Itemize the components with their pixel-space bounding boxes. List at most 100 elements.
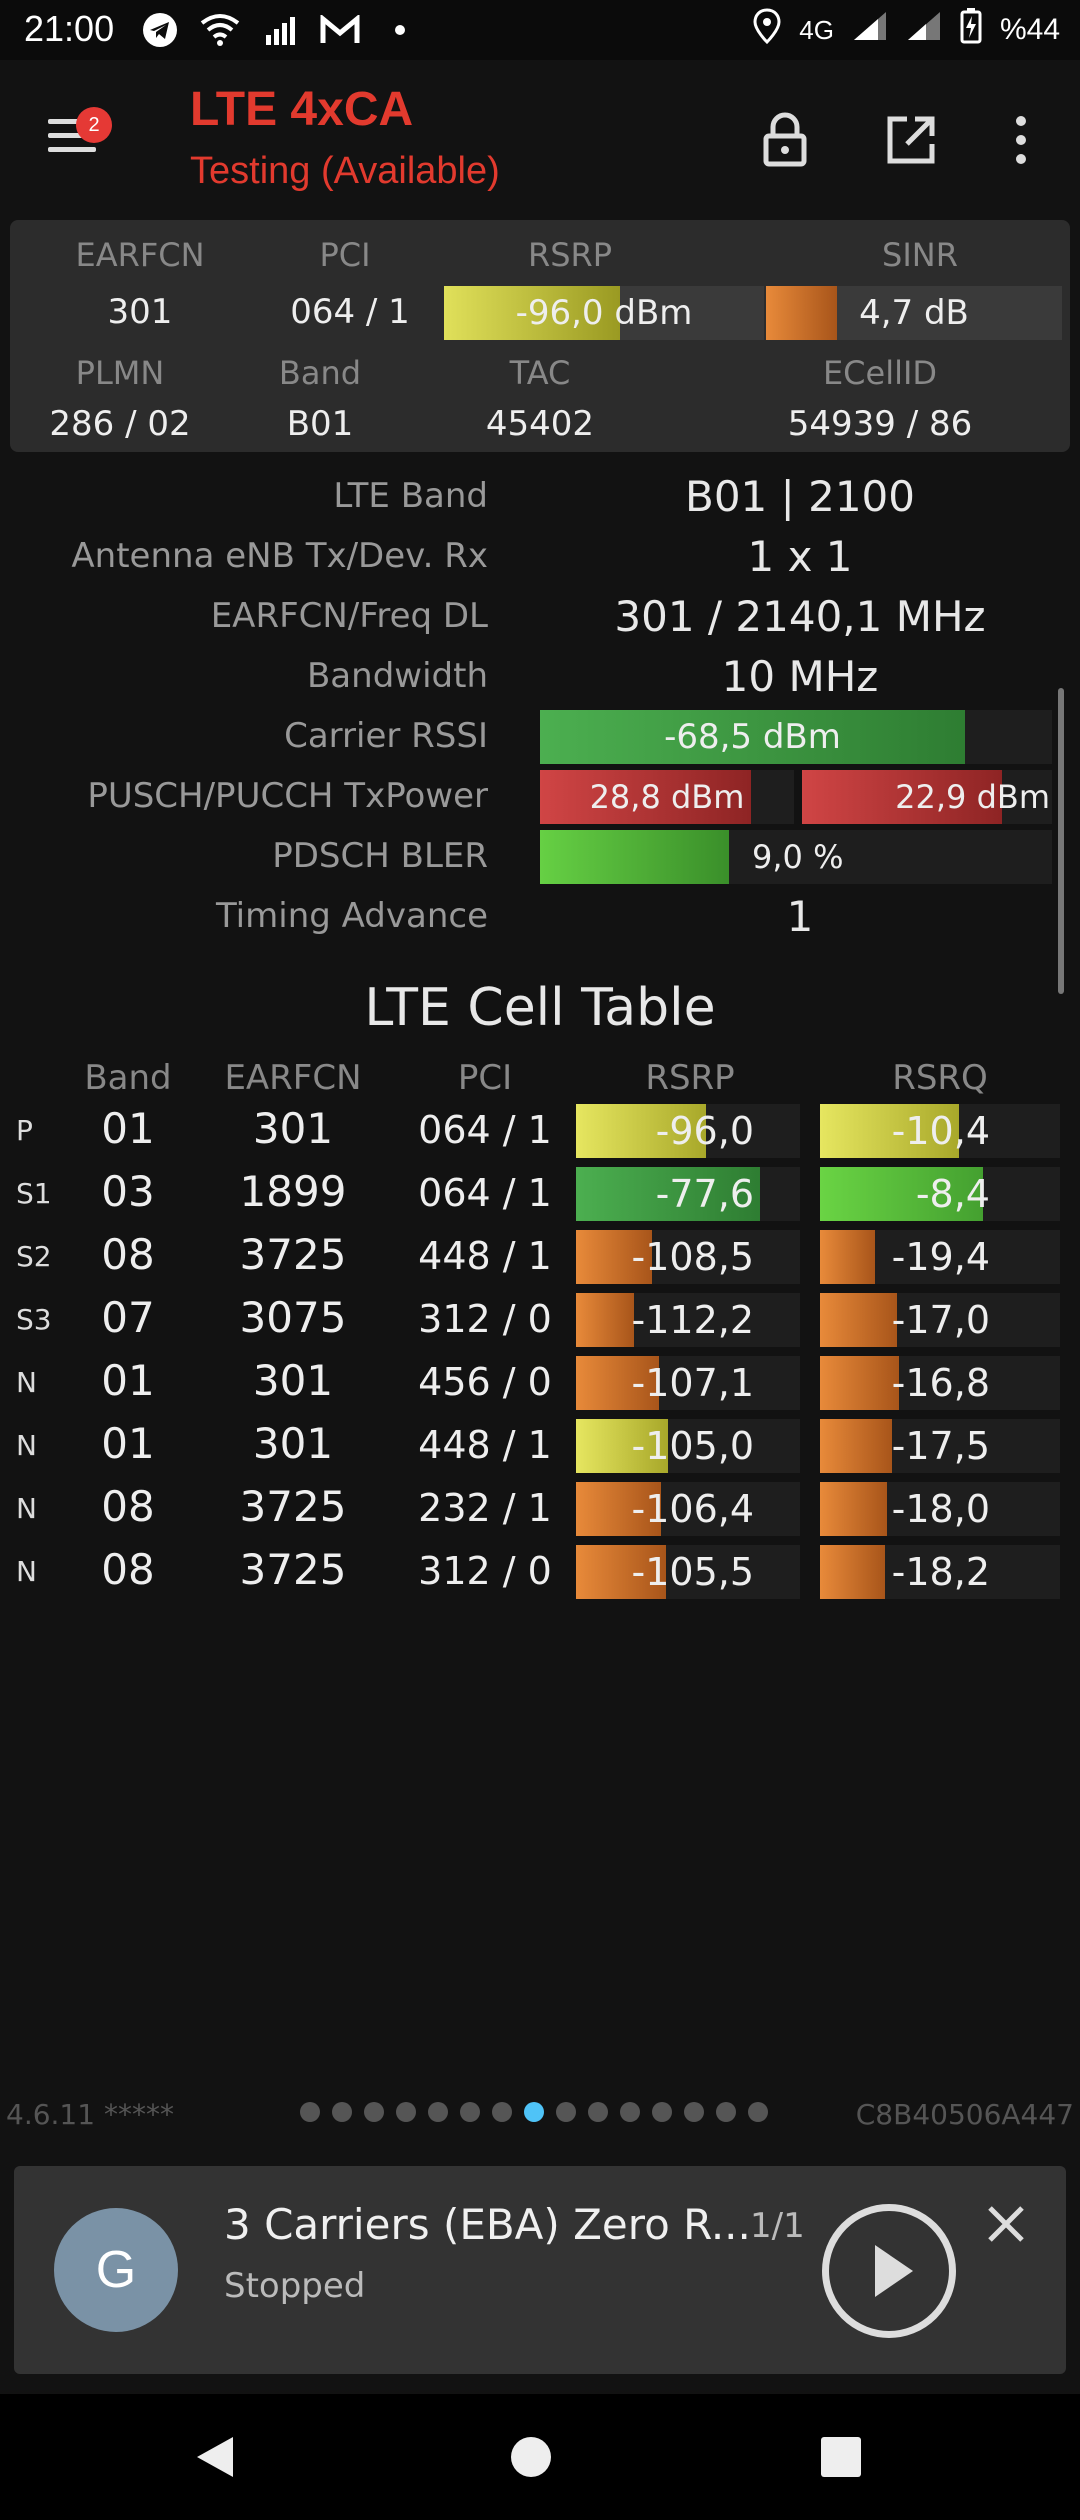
page-dot[interactable] — [300, 2102, 320, 2122]
cell-pci: 456 / 0 — [418, 1360, 552, 1404]
cell-pci: 448 / 1 — [418, 1234, 552, 1278]
network-type: 4G — [799, 14, 834, 45]
page-dot[interactable] — [620, 2102, 640, 2122]
timing-advance-value: 1 — [786, 892, 814, 941]
cell-earfcn: 3725 — [239, 1230, 347, 1279]
earfcn-freq-label: EARFCN/Freq DL — [210, 596, 488, 636]
lte-band-value: B01 | 2100 — [685, 472, 915, 521]
cell-rsrp-meter: -112,2 — [576, 1293, 800, 1347]
close-button[interactable] — [978, 2196, 1034, 2252]
cell-rsrq-meter: -19,4 — [820, 1230, 1060, 1284]
cell-rsrp-meter-fill — [576, 1293, 635, 1347]
more-options-button[interactable] — [986, 105, 1056, 175]
cell-rsrq-meter-fill — [820, 1230, 876, 1284]
table-row: S3 07 3075 312 / 0 -112,2 -17,0 — [0, 1289, 1080, 1351]
bler-meter-fill — [540, 830, 730, 884]
cell-table-title: LTE Cell Table — [364, 978, 716, 1038]
page-dot[interactable] — [396, 2102, 416, 2122]
cell-earfcn: 3725 — [239, 1545, 347, 1594]
page-dot[interactable] — [652, 2102, 672, 2122]
cell-rsrq-value: -17,5 — [891, 1424, 990, 1468]
close-icon — [988, 2206, 1024, 2242]
pucch-power-meter-fill — [802, 770, 1002, 824]
page-dot[interactable] — [588, 2102, 608, 2122]
rsrp-value: -96,0 dBm — [515, 293, 693, 333]
app-version: 4.6.11 ***** — [6, 2098, 174, 2131]
player-count: 1/1 — [750, 2206, 805, 2246]
sinr-meter: 4,7 dB — [766, 286, 1062, 340]
tac-label: TAC — [509, 354, 571, 392]
header-rsrp: RSRP — [645, 1058, 735, 1098]
page-dot[interactable] — [684, 2102, 704, 2122]
band-value: B01 — [286, 404, 354, 444]
play-icon — [875, 2245, 913, 2297]
earfcn-value: 301 — [107, 292, 173, 332]
table-row: S1 03 1899 064 / 1 -77,6 -8,4 — [0, 1163, 1080, 1225]
cell-rsrq-meter: -18,0 — [820, 1482, 1060, 1536]
cell-rsrp-meter: -77,6 — [576, 1167, 800, 1221]
carrier-rssi-meter-fill — [540, 710, 965, 764]
page-title: LTE 4xCA — [190, 83, 414, 136]
battery-icon — [960, 8, 982, 52]
bler-value: 9,0 % — [752, 838, 844, 876]
cell-band: 08 — [101, 1545, 155, 1594]
lock-button[interactable] — [750, 105, 820, 175]
page-dot[interactable] — [332, 2102, 352, 2122]
page-dot[interactable] — [460, 2102, 480, 2122]
cell-rsrp-meter-fill — [576, 1167, 760, 1221]
detail-row-bandwidth: Bandwidth 10 MHz — [0, 648, 1080, 708]
page-dot[interactable] — [748, 2102, 768, 2122]
cell-rsrq-meter-fill — [820, 1419, 892, 1473]
sinr-meter-fill — [766, 286, 838, 340]
cell-rsrq-value: -17,0 — [891, 1298, 990, 1342]
cell-rsrq-value: -18,0 — [891, 1487, 990, 1531]
open-external-button[interactable] — [876, 105, 946, 175]
pucch-power-value: 22,9 dBm — [895, 778, 1050, 816]
cell-band: 07 — [101, 1293, 155, 1342]
avatar: G — [54, 2208, 178, 2332]
carrier-rssi-label: Carrier RSSI — [284, 716, 488, 756]
wifi-icon — [200, 10, 240, 50]
cell-rsrq-meter: -18,2 — [820, 1545, 1060, 1599]
cell-band: 08 — [101, 1482, 155, 1531]
page-dot[interactable] — [556, 2102, 576, 2122]
sinr-value: 4,7 dB — [859, 293, 969, 333]
pucch-power-meter: 22,9 dBm — [802, 770, 1052, 824]
signal-icon — [852, 10, 888, 50]
cell-rsrp-meter-fill — [576, 1419, 668, 1473]
play-button[interactable] — [822, 2204, 956, 2338]
recents-button[interactable] — [808, 2424, 874, 2490]
home-button[interactable] — [498, 2424, 564, 2490]
cell-band: 03 — [101, 1167, 155, 1216]
band-label: Band — [278, 354, 362, 392]
header-band: Band — [84, 1058, 172, 1098]
back-button[interactable] — [182, 2424, 248, 2490]
cell-rsrp-value: -77,6 — [655, 1172, 754, 1216]
cell-rsrp-value: -107,1 — [631, 1361, 755, 1405]
cell-rsrq-meter: -8,4 — [820, 1167, 1060, 1221]
page-dot[interactable] — [428, 2102, 448, 2122]
cell-type: S3 — [16, 1303, 52, 1336]
detail-row-tx-power: PUSCH/PUCCH TxPower 28,8 dBm 22,9 dBm — [0, 768, 1080, 828]
cell-pci: 312 / 0 — [418, 1549, 552, 1593]
pci-value: 064 / 1 — [290, 292, 410, 332]
cell-type: N — [16, 1366, 37, 1399]
menu-button[interactable]: 2 — [38, 105, 112, 165]
page-dot[interactable] — [364, 2102, 384, 2122]
pusch-power-meter: 28,8 dBm — [540, 770, 794, 824]
status-time: 21:00 — [24, 8, 115, 49]
scrollbar[interactable] — [1058, 688, 1064, 994]
page-dot[interactable] — [716, 2102, 736, 2122]
cell-rsrq-value: -10,4 — [891, 1109, 990, 1153]
page-indicator[interactable] — [300, 2102, 768, 2122]
rsrp-meter: -96,0 dBm — [444, 286, 764, 340]
lte-band-label: LTE Band — [333, 476, 488, 516]
page-dot[interactable] — [524, 2102, 544, 2122]
player-card[interactable]: G 3 Carriers (EBA) Zero R... 1/1 Stopped — [14, 2166, 1066, 2374]
player-title: 3 Carriers (EBA) Zero R... — [224, 2200, 751, 2249]
cell-band: 08 — [101, 1230, 155, 1279]
page-dot[interactable] — [492, 2102, 512, 2122]
cell-type: N — [16, 1429, 37, 1462]
status-notification-icons — [140, 10, 420, 50]
cell-rsrq-value: -8,4 — [915, 1172, 990, 1216]
